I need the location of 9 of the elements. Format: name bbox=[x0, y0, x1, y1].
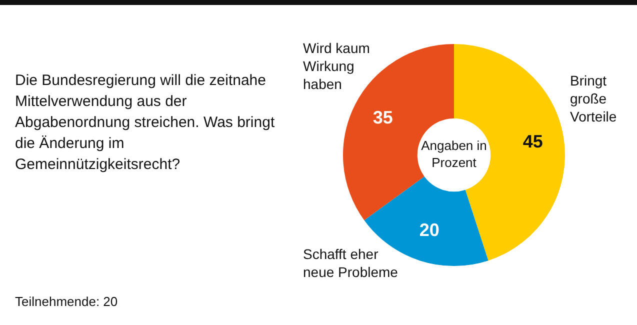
slice-label: Bringt große Vorteile bbox=[570, 72, 617, 124]
text: Teilnehmende: 20 bbox=[15, 294, 118, 309]
text: Angaben in Prozent bbox=[421, 138, 487, 170]
text: Die Bundesregierung will die zeitnahe Mittelverwendung aus der Abgabenordnung streichen. Was bringt die Änderung im Gemeinnützigkeitsrecht? bbox=[15, 71, 276, 175]
slice-label: Schafft eher neue Probleme bbox=[303, 246, 398, 280]
slice-label: Wird kaum Wirkung haben bbox=[303, 40, 370, 92]
data-label: 35 bbox=[372, 108, 393, 128]
data-label: 20 bbox=[419, 220, 440, 240]
data-label: 45 bbox=[522, 131, 543, 152]
